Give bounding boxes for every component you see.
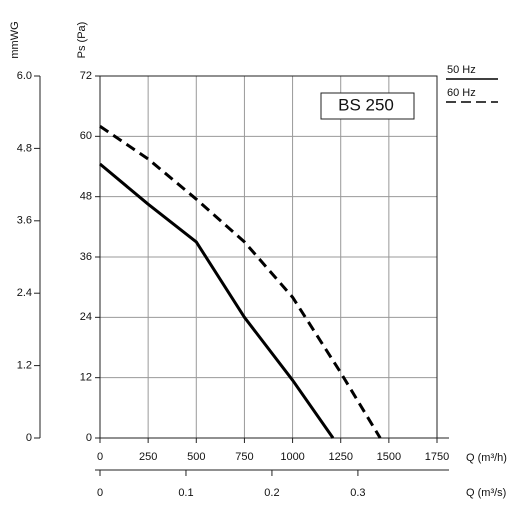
series-line: [99, 162, 335, 439]
y-tick-label: 0: [86, 432, 92, 444]
x-tick-label: 1500: [377, 451, 401, 463]
x-tick-label: 750: [235, 451, 253, 463]
y2-tick-label: 3.6: [17, 215, 32, 227]
legend-label: 50 Hz: [447, 64, 476, 76]
x-tick-label: 1250: [328, 451, 352, 463]
legend-label: 60 Hz: [447, 87, 476, 99]
y-tick-label: 36: [80, 251, 92, 263]
x-tick-label: 500: [187, 451, 205, 463]
y-tick-label: 12: [80, 372, 92, 384]
x-tick-label: 0: [97, 451, 103, 463]
x-tick-label: 1750: [425, 451, 449, 463]
y-axis-title: Ps (Pa): [76, 22, 88, 59]
x2-tick-label: 0: [97, 487, 103, 499]
annotation-box: [320, 92, 415, 120]
x2-tick-label: 0.2: [264, 487, 279, 499]
series-line: [99, 125, 382, 439]
x2-tick-label: 0.1: [178, 487, 193, 499]
y-tick-label: 24: [80, 311, 92, 323]
y2-tick-label: 1.2: [17, 360, 32, 372]
x-tick-label: 1000: [280, 451, 304, 463]
y-tick-label: 60: [80, 130, 92, 142]
y2-axis-title: mmWG: [9, 21, 21, 58]
x-tick-label: 250: [139, 451, 157, 463]
y2-tick-label: 4.8: [17, 142, 32, 154]
x-axis-title: Q (m³/h): [466, 452, 507, 464]
y-tick-label: 72: [80, 70, 92, 82]
y2-tick-label: 6.0: [17, 70, 32, 82]
annotation: BS 250: [338, 95, 394, 114]
x2-axis-title: Q (m³/s): [466, 487, 506, 499]
y2-tick-label: 2.4: [17, 287, 32, 299]
x2-tick-label: 0.3: [350, 487, 365, 499]
y-tick-label: 48: [80, 191, 92, 203]
y2-tick-label: 0: [26, 432, 32, 444]
